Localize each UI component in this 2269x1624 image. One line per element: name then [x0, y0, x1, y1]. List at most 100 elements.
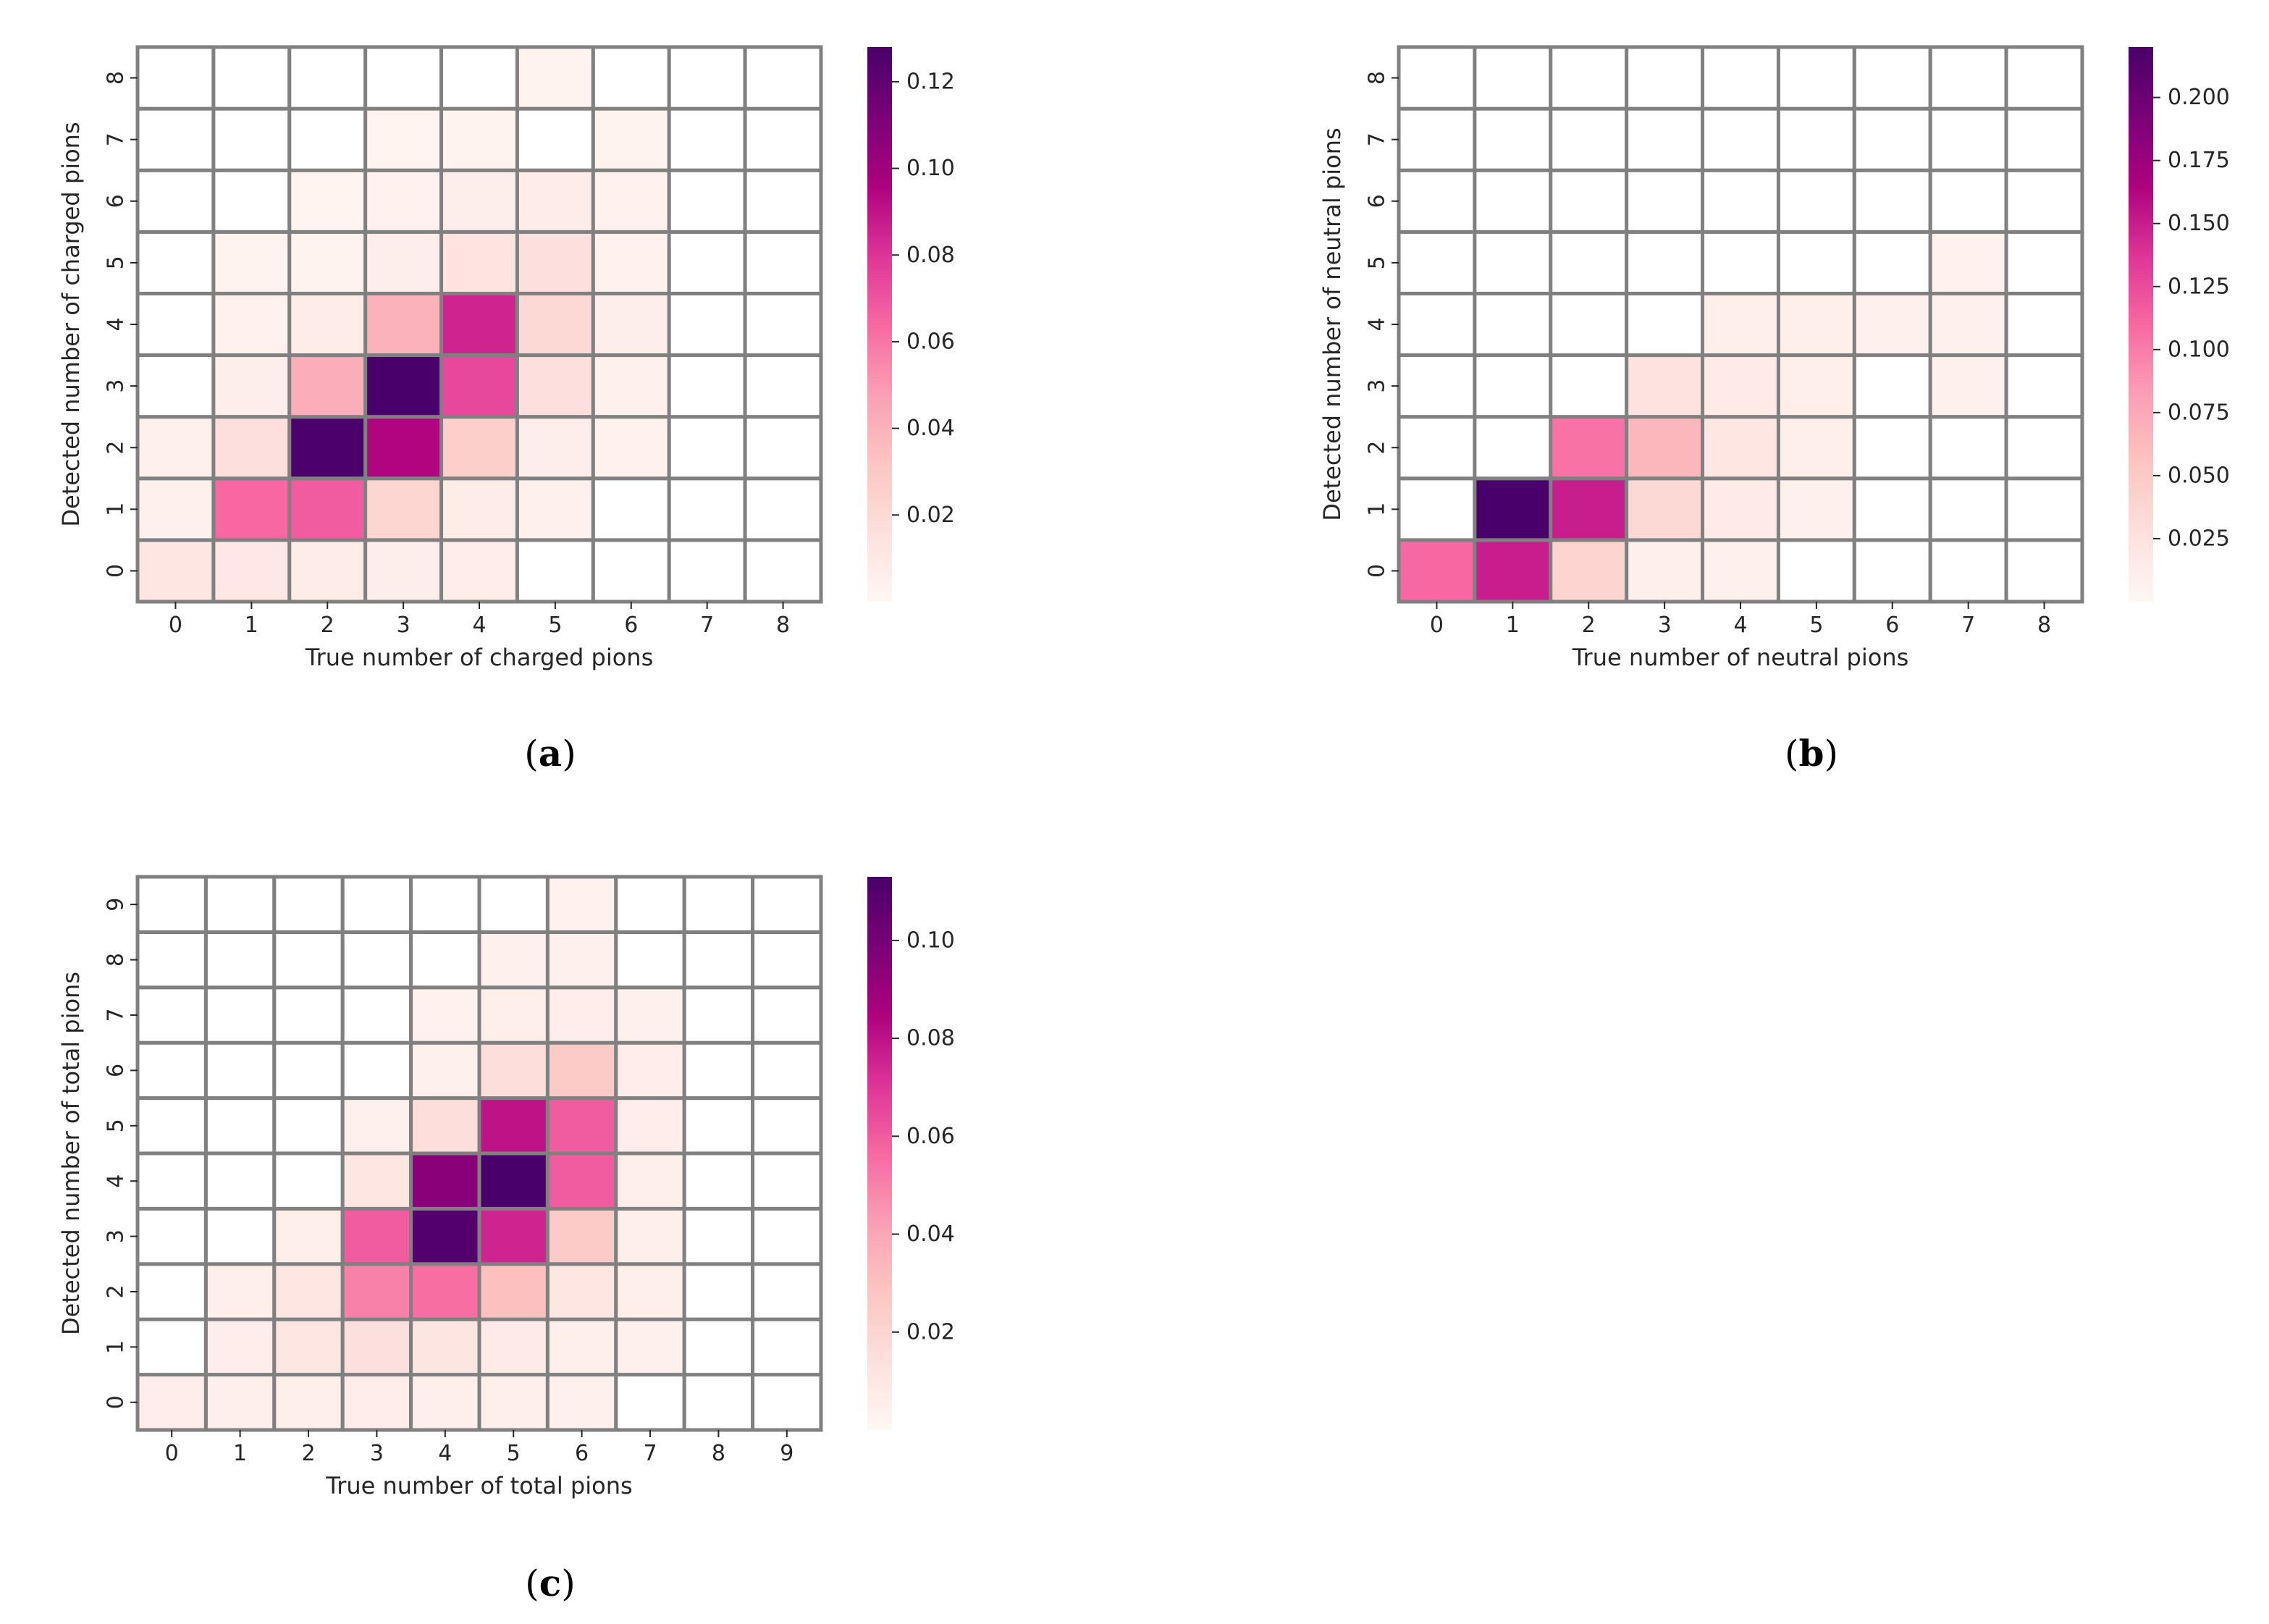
heatmap-cell-a-4-5	[515, 291, 595, 358]
heatmap-cell-c-1-7	[614, 1317, 686, 1377]
heatmap-cell-c-1-2	[272, 1317, 345, 1377]
heatmap-cell-a-2-0	[135, 415, 216, 481]
heatmap-cell-c-6-6	[545, 1040, 618, 1101]
heatmap-cell-c-7-0	[135, 985, 208, 1045]
heatmap-cell-b-5-8	[2004, 230, 2084, 295]
y-tick-label-b-8: 8	[1365, 71, 1390, 85]
y-tick-label-a-8: 8	[104, 71, 129, 85]
heatmap-cell-b-5-0	[1397, 230, 1477, 295]
heatmap-cell-b-2-5	[1776, 415, 1856, 481]
heatmap-cell-b-7-0	[1397, 106, 1477, 172]
y-tick-label-a-2: 2	[104, 441, 129, 455]
heatmap-panel-c: 0 1 2 3 4 5 6 7 8 9 0 1 2 3 4 5 6 7 8 9 True number of total…	[57, 875, 955, 1604]
x-tick-label-b-2: 2	[1582, 613, 1596, 638]
heatmap-cell-c-8-9	[751, 930, 823, 990]
heatmap-cell-c-4-0	[135, 1151, 208, 1211]
heatmap-cell-a-2-6	[591, 415, 671, 481]
x-tick-label-b-7: 7	[1961, 613, 1975, 638]
heatmap-cell-a-1-6	[591, 476, 671, 542]
heatmap-cell-a-0-2	[287, 538, 368, 604]
heatmap-cell-a-3-8	[743, 353, 823, 419]
heatmap-cell-b-2-8	[2004, 415, 2084, 481]
heatmap-cell-c-7-2	[272, 985, 345, 1045]
heatmap-cell-b-3-3	[1625, 353, 1705, 419]
heatmap-cell-c-4-3	[340, 1151, 413, 1211]
heatmap-cell-c-9-0	[135, 875, 208, 934]
heatmap-cell-a-0-7	[667, 538, 747, 604]
heatmap-cell-c-2-0	[135, 1262, 208, 1321]
y-tick-label-c-0: 0	[104, 1395, 129, 1409]
heatmap-cell-b-4-4	[1701, 291, 1780, 358]
y-tick-label-b-5: 5	[1365, 256, 1390, 269]
heatmap-cell-b-3-2	[1549, 353, 1629, 419]
heatmap-cell-c-5-1	[203, 1096, 277, 1156]
y-tick-label-b-4: 4	[1365, 317, 1390, 331]
heatmap-cell-b-5-3	[1625, 230, 1705, 295]
heatmap-cell-a-8-1	[211, 45, 292, 111]
heatmap-cell-c-3-8	[682, 1206, 755, 1266]
heatmap-cell-a-8-0	[135, 45, 216, 111]
heatmap-cell-b-0-0	[1397, 538, 1477, 604]
heatmap-cell-a-1-5	[515, 476, 595, 542]
heatmap-cell-c-7-8	[682, 985, 755, 1045]
heatmap-cell-a-6-8	[743, 168, 823, 234]
heatmap-cell-c-1-1	[203, 1317, 277, 1377]
heatmap-cell-a-2-5	[515, 415, 595, 481]
heatmap-cell-a-3-5	[515, 353, 595, 419]
heatmap-cell-a-0-5	[515, 538, 595, 604]
heatmap-cell-a-3-6	[591, 353, 671, 419]
heatmap-cell-c-9-2	[272, 875, 345, 934]
heatmap-cell-c-7-5	[477, 985, 550, 1045]
heatmap-cell-a-8-4	[439, 45, 519, 111]
heatmap-cell-c-7-9	[751, 985, 823, 1045]
heatmap-cell-a-7-1	[211, 106, 292, 172]
y-tick-label-b-1: 1	[1365, 502, 1390, 516]
heatmap-cell-b-4-3	[1625, 291, 1705, 358]
heatmap-cell-b-1-3	[1625, 476, 1705, 542]
subfigure-label-c: (c)	[525, 1562, 575, 1604]
y-tick-label-c-7: 7	[104, 1008, 129, 1022]
heatmap-cell-c-6-2	[272, 1040, 345, 1101]
y-tick-label-a-3: 3	[104, 379, 129, 393]
heatmap-cell-a-7-3	[363, 106, 444, 172]
heatmap-cell-c-5-0	[135, 1096, 208, 1156]
heatmap-cell-a-2-8	[743, 415, 823, 481]
heatmap-cell-a-7-0	[135, 106, 216, 172]
heatmap-cell-c-0-5	[477, 1373, 550, 1432]
x-tick-label-b-8: 8	[2037, 613, 2051, 638]
heatmap-cell-a-3-3	[363, 353, 444, 419]
heatmap-cell-b-3-5	[1776, 353, 1856, 419]
y-tick-label-b-3: 3	[1365, 379, 1390, 393]
heatmap-cell-c-3-2	[272, 1206, 345, 1266]
heatmap-cell-c-1-5	[477, 1317, 550, 1377]
y-tick-label-c-1: 1	[104, 1340, 129, 1354]
heatmap-cell-a-2-3	[363, 415, 444, 481]
heatmap-cell-a-6-6	[591, 168, 671, 234]
heatmap-cell-b-5-7	[1928, 230, 2008, 295]
heatmap-cell-a-8-2	[287, 45, 368, 111]
heatmap-cell-c-5-7	[614, 1096, 686, 1156]
heatmap-cell-c-4-1	[203, 1151, 277, 1211]
heatmap-cell-b-2-7	[1928, 415, 2008, 481]
heatmap-cell-b-5-5	[1776, 230, 1856, 295]
heatmap-cell-b-6-0	[1397, 168, 1477, 234]
heatmap-cell-b-1-5	[1776, 476, 1856, 542]
heatmap-cell-c-9-3	[340, 875, 413, 934]
y-tick-label-a-1: 1	[104, 502, 129, 516]
heatmap-cell-c-0-9	[751, 1373, 823, 1432]
heatmap-cell-c-3-9	[751, 1206, 823, 1266]
y-tick-label-b-2: 2	[1365, 441, 1390, 455]
colorbar-tick-label-a-5: 0.12	[906, 69, 955, 94]
heatmap-cell-a-3-0	[135, 353, 216, 419]
heatmap-cell-c-0-1	[203, 1373, 277, 1432]
heatmap-cell-b-6-5	[1776, 168, 1856, 234]
heatmap-cell-c-9-6	[545, 875, 618, 934]
y-axis-label-a: Detected number of charged pions	[57, 122, 85, 526]
colorbar-tick-label-b-6: 0.175	[2168, 148, 2230, 173]
heatmap-cell-c-2-8	[682, 1262, 755, 1321]
heatmap-cell-b-5-6	[1852, 230, 1932, 295]
heatmap-cell-b-3-6	[1852, 353, 1932, 419]
subfigure-label-a: (a)	[524, 732, 576, 775]
heatmap-cell-a-4-1	[211, 291, 292, 358]
x-tick-label-b-6: 6	[1885, 613, 1899, 638]
